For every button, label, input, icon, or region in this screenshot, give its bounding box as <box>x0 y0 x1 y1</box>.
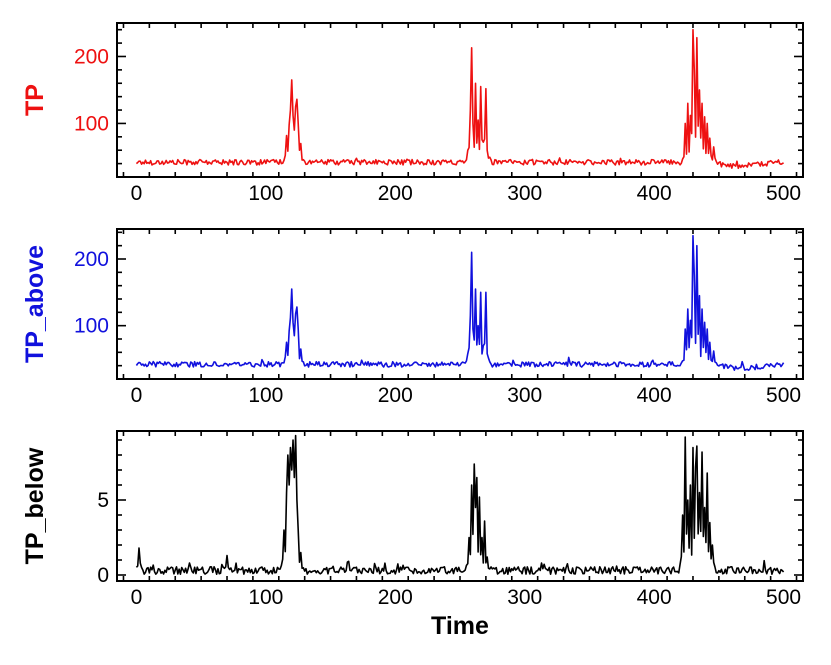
series-line-TP <box>135 28 784 170</box>
y-axis-label: TP_above <box>21 245 49 363</box>
panel-2: 0 100 200 300 400 500 100 200 TP_above <box>21 228 804 407</box>
x-tick-label: 0 <box>131 182 143 205</box>
x-tick-label: 400 <box>637 586 672 609</box>
x-tick-label: 300 <box>507 182 542 205</box>
x-tick-label: 0 <box>131 384 143 407</box>
x-tick-label: 400 <box>637 384 672 407</box>
x-tick-label: 100 <box>248 384 283 407</box>
y-tick-label: 100 <box>74 315 109 338</box>
x-tick-label: 200 <box>378 182 413 205</box>
x-tick-label: 500 <box>766 384 801 407</box>
y-axis-label: TP_below <box>21 447 49 564</box>
y-tick-label: 200 <box>74 45 109 68</box>
x-tick-label: 500 <box>766 586 801 609</box>
x-tick-label: 400 <box>637 182 672 205</box>
x-axis-label: Time <box>431 612 489 640</box>
series-line-TP_above <box>135 234 785 371</box>
y-tick-label: 0 <box>97 564 109 587</box>
y-tick-label: 5 <box>97 489 109 512</box>
x-tick-label: 100 <box>248 182 283 205</box>
y-tick-label: 100 <box>74 112 109 135</box>
y-tick-label: 200 <box>74 248 109 271</box>
x-tick-label: 200 <box>378 586 413 609</box>
series-line-TP_below <box>135 434 785 576</box>
y-axis-label: TP <box>21 84 49 116</box>
x-tick-label: 300 <box>507 384 542 407</box>
x-tick-label: 0 <box>131 586 143 609</box>
panel-3: 0 100 200 300 400 500 0 5 TP_below Time <box>21 430 804 640</box>
x-tick-label: 300 <box>507 586 542 609</box>
x-tick-label: 500 <box>766 182 801 205</box>
panel-1: 0 100 200 300 400 500 100 200 TP <box>21 22 804 205</box>
x-tick-label: 200 <box>378 384 413 407</box>
x-tick-label: 100 <box>248 586 283 609</box>
